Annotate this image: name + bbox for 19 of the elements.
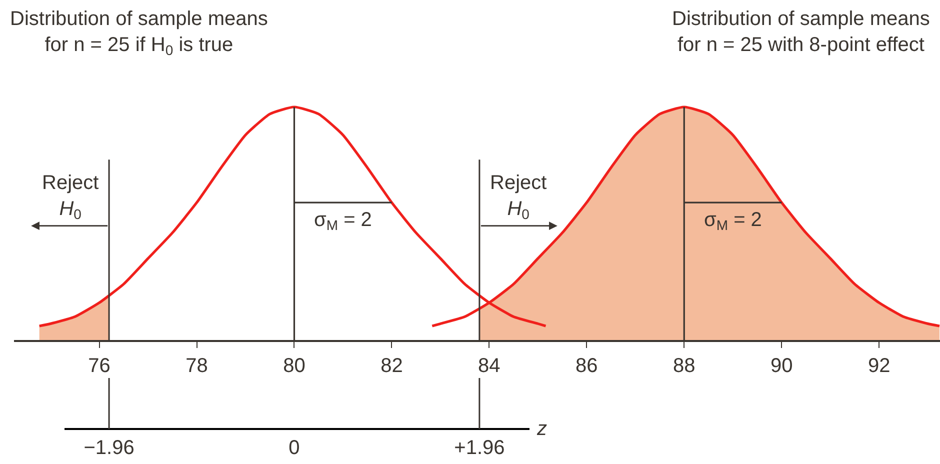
x2-tick-label: +1.96 — [454, 437, 505, 459]
x-tick-label: 78 — [186, 354, 208, 377]
x-tick-label: 92 — [868, 354, 890, 377]
x2-axis-title: z — [536, 418, 547, 440]
ref-line-label: Reject H$_{0}$ — [490, 172, 548, 222]
text: Distribution of sample means for n = 25 with 8-point effect — [672, 8, 930, 56]
x-tick-label: 80 — [283, 354, 306, 377]
text: Distribution of sample means for n = 25 if H$_{0}$ is true — [10, 8, 268, 58]
x-tick-label: 90 — [770, 354, 793, 377]
x-tick-label: 84 — [478, 354, 500, 377]
x-tick-label: 88 — [673, 354, 696, 377]
ref-line-label: Reject H$_{0}$ — [42, 172, 100, 222]
x-tick-label: 86 — [576, 354, 598, 377]
x2-tick-label: 0 — [288, 437, 300, 459]
x-tick-label: 82 — [380, 354, 403, 377]
annotation: σ$_{M}$ = 2 — [704, 209, 762, 234]
x2-tick-label: −1.96 — [84, 437, 134, 459]
annotation: σ$_{M}$ = 2 — [314, 209, 372, 234]
x-tick-label: 76 — [88, 354, 110, 377]
